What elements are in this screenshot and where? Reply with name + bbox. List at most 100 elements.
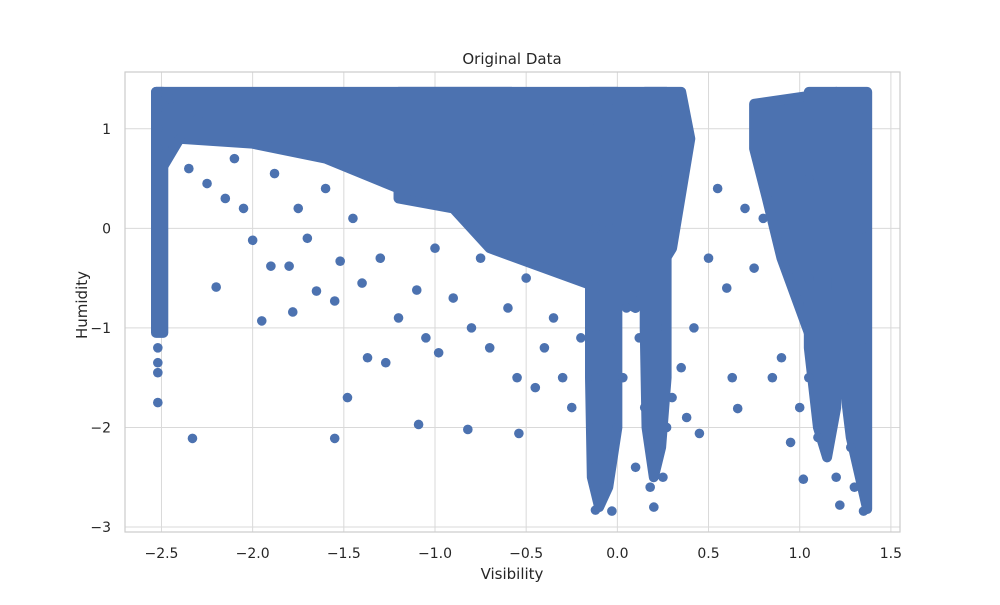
scatter-point <box>858 343 869 353</box>
scatter-point <box>767 372 778 383</box>
scatter-points <box>153 89 869 516</box>
scatter-point <box>661 422 672 433</box>
scatter-point <box>858 283 869 293</box>
scatter-point <box>804 173 814 184</box>
scatter-point <box>153 163 163 174</box>
x-tick-label: −1.5 <box>327 546 361 562</box>
scatter-point <box>590 372 601 383</box>
scatter-point <box>329 433 340 444</box>
scatter-point <box>348 213 358 224</box>
scatter-point <box>256 316 267 326</box>
chart-title: Original Data <box>462 50 561 68</box>
scatter-point <box>539 343 550 353</box>
scatter-point <box>153 323 163 333</box>
scatter-point <box>335 256 345 266</box>
scatter-point <box>618 372 628 383</box>
scatter-point <box>229 153 240 164</box>
scatter-point <box>703 253 714 263</box>
scatter-point <box>740 203 750 214</box>
scatter-point <box>503 303 513 313</box>
scatter-point <box>329 296 340 306</box>
scatter-point <box>794 402 805 413</box>
scatter-point <box>630 462 641 473</box>
scatter-point <box>320 183 331 194</box>
scatter-point <box>721 283 732 293</box>
scatter-point <box>284 261 294 271</box>
scatter-point <box>858 163 869 174</box>
scatter-point <box>174 133 185 144</box>
scatter-point <box>681 412 692 423</box>
scatter-point <box>153 263 163 273</box>
scatter-point <box>153 303 163 313</box>
y-tick-label: 0 <box>102 221 111 237</box>
scatter-point <box>858 506 869 516</box>
scatter-point <box>576 333 586 343</box>
scatter-point <box>590 422 601 433</box>
scatter-point <box>342 392 353 403</box>
scatter-point <box>247 235 258 246</box>
scatter-point <box>649 502 659 512</box>
scatter-point <box>153 123 163 134</box>
scatter-point <box>287 307 298 317</box>
scatter-point <box>590 462 601 473</box>
scatter-point <box>153 143 163 154</box>
scatter-point <box>804 273 814 283</box>
x-tick-label: 1.0 <box>789 546 811 562</box>
x-tick-label: 1.5 <box>880 546 902 562</box>
x-tick-label: 0.5 <box>697 546 719 562</box>
scatter-point <box>413 419 424 430</box>
scatter-point <box>433 347 444 358</box>
dense-region-zero-spike <box>585 86 623 513</box>
scatter-point <box>362 352 373 363</box>
scatter-point <box>448 293 459 303</box>
scatter-point <box>293 203 304 214</box>
scatter-point <box>645 482 655 492</box>
scatter-point <box>822 452 832 463</box>
scatter-point <box>266 261 276 271</box>
scatter-point <box>193 113 203 124</box>
x-tick-label: −0.5 <box>509 546 543 562</box>
scatter-point <box>612 422 623 433</box>
y-axis-label: Humidity <box>73 271 91 339</box>
scatter-point <box>153 357 163 368</box>
scatter-point <box>652 323 663 333</box>
scatter-point <box>153 367 163 378</box>
y-tick-label: −2 <box>90 420 111 436</box>
y-tick-label: −3 <box>90 520 111 536</box>
dense-region-0.2-spike <box>639 86 672 483</box>
scatter-point <box>599 482 610 492</box>
scatter-point <box>694 428 705 439</box>
axes-frame <box>124 71 901 533</box>
scatter-point <box>605 104 615 114</box>
scatter-point <box>153 243 163 254</box>
scatter-point <box>590 223 601 234</box>
scatter-point <box>402 173 413 184</box>
scatter-point <box>494 203 504 214</box>
scatter-point <box>840 323 851 333</box>
scatter-point <box>605 462 615 473</box>
scatter-point <box>475 253 486 263</box>
scatter-point <box>590 323 601 333</box>
scatter-point <box>375 253 386 263</box>
scatter-point <box>211 282 221 292</box>
scatter-point <box>590 273 601 283</box>
scatter-point <box>605 223 615 234</box>
scatter-point <box>566 402 577 413</box>
scatter-point <box>607 506 617 516</box>
x-tick-label: −2.5 <box>144 546 178 562</box>
scatter-point <box>845 442 856 453</box>
scatter-point <box>153 223 163 234</box>
y-tick-labels: 1 0 −1 −2 −3 <box>90 122 111 536</box>
scatter-point <box>411 285 422 295</box>
scatter-point <box>153 343 163 353</box>
dense-region-right-edge <box>831 86 873 515</box>
scatter-point <box>785 437 796 448</box>
scatter-point <box>393 313 404 323</box>
scatter-point <box>187 433 198 444</box>
scatter-point <box>530 382 541 393</box>
scatter-point <box>590 123 601 134</box>
scatter-point <box>727 372 738 383</box>
scatter-point <box>652 442 663 453</box>
scatter-point <box>514 428 524 439</box>
scatter-point <box>269 168 280 179</box>
